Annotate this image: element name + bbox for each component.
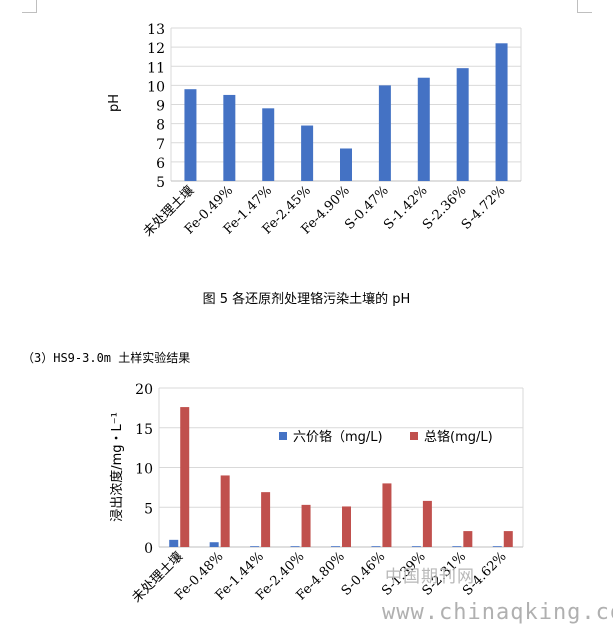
legend-swatch-hexavalent <box>279 432 287 440</box>
bar <box>411 546 421 548</box>
bar <box>456 68 469 181</box>
section-title: （3）HS9-3.0m 土样实验结果 <box>22 351 191 365</box>
y-tick-label: 20 <box>135 382 153 398</box>
legend: 六价铬（mg/L) 总铬(mg/L) <box>279 429 493 445</box>
bar <box>492 546 502 548</box>
bar <box>331 546 340 548</box>
y-tick-label: 15 <box>135 422 153 438</box>
y-tick-label: 0 <box>144 541 153 557</box>
bar <box>184 89 197 181</box>
y-tick-label: 10 <box>147 79 165 95</box>
bar <box>290 546 300 548</box>
bar <box>463 531 473 547</box>
y-tick-label: 6 <box>156 156 165 172</box>
y-tick-label: 11 <box>147 60 165 76</box>
bar <box>220 475 230 547</box>
bar <box>422 500 432 547</box>
x-tick-label: S-0.46% <box>339 549 389 599</box>
y-tick-label: 13 <box>147 22 165 38</box>
bar <box>301 125 314 181</box>
figure-caption: 图 5 各还原剂处理铬污染土壤的 pH <box>202 292 411 307</box>
bar <box>209 542 219 547</box>
page-corner-mark <box>577 0 592 13</box>
bar <box>250 546 260 548</box>
page-corner-mark <box>22 0 37 13</box>
legend-label-hexavalent: 六价铬（mg/L) <box>293 429 383 445</box>
y-tick-label: 9 <box>156 99 165 115</box>
y-tick-label: 8 <box>156 118 165 134</box>
y-axis-label: 浸出浓度/mg・L⁻¹ <box>109 412 125 522</box>
bar <box>342 506 351 547</box>
bar <box>495 43 508 181</box>
bar <box>452 546 462 548</box>
y-tick-label: 5 <box>156 175 165 191</box>
bar <box>417 77 430 181</box>
legend-swatch-total <box>410 432 418 440</box>
y-tick-label: 10 <box>135 462 153 478</box>
bar <box>261 492 271 547</box>
y-tick-label: 7 <box>156 137 165 153</box>
bar <box>382 483 392 547</box>
watermark-url: www.chinaqking.com <box>382 600 613 625</box>
bar <box>223 94 236 181</box>
y-tick-label: 12 <box>147 41 165 57</box>
bar <box>262 108 275 181</box>
y-tick-label: 5 <box>144 501 153 517</box>
bar <box>301 504 311 547</box>
bar <box>340 148 352 181</box>
bar <box>180 407 190 547</box>
bar <box>371 546 381 548</box>
y-axis-label: pH <box>107 94 122 112</box>
bar <box>169 539 179 547</box>
bar <box>378 85 391 181</box>
watermark-cn: 中国期刊网 <box>385 567 475 587</box>
bar <box>503 531 513 547</box>
legend-label-total: 总铬(mg/L) <box>424 429 493 445</box>
